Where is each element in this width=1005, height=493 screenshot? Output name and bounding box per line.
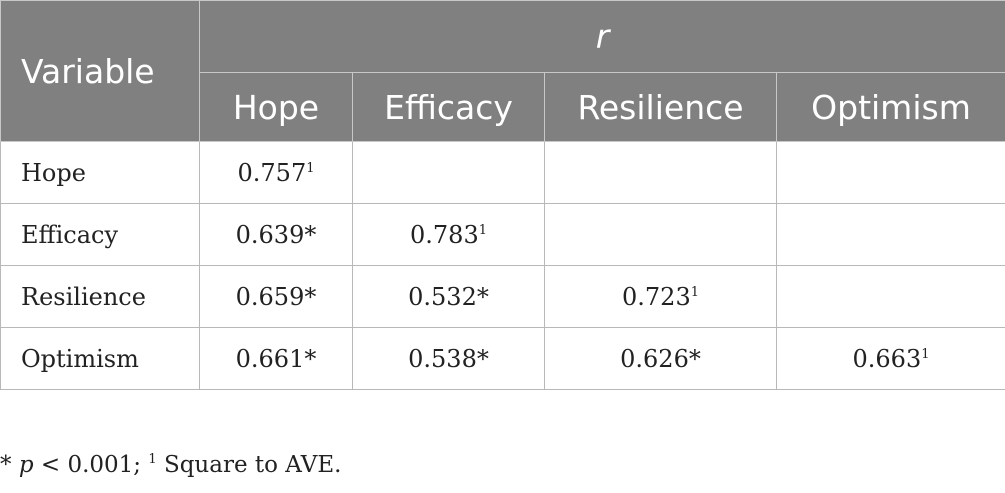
table-row: Hope 0.7571: [0, 141, 1005, 204]
table-cell: [544, 203, 777, 266]
column-header-hope: Hope: [199, 72, 353, 142]
footnote-threshold: < 0.001;: [33, 452, 149, 478]
superscript-mark: 1: [690, 284, 699, 300]
table-footnote: * p < 0.001; 1 Square to AVE.: [0, 452, 341, 478]
row-label: Hope: [0, 141, 200, 204]
table-cell: 0.659*: [199, 265, 353, 328]
r-column-group-header: r: [198, 0, 1005, 73]
table-body: Hope 0.7571 Efficacy 0.639* 0.7831 Resil…: [0, 141, 1005, 390]
superscript-mark: 1: [921, 346, 930, 362]
table-row: Efficacy 0.639* 0.7831: [0, 203, 1005, 266]
table-cell: [775, 203, 1005, 266]
table-row: Optimism 0.661* 0.538* 0.626* 0.6631: [0, 327, 1005, 390]
table-cell: 0.7831: [352, 203, 545, 266]
column-header-efficacy: Efficacy: [352, 72, 545, 142]
row-label: Resilience: [0, 265, 200, 328]
table-cell: [775, 141, 1005, 204]
footnote-p-symbol: p: [18, 452, 34, 478]
table-header: Variable r Hope Efficacy Resilience Opti…: [0, 0, 1005, 142]
table-cell: [544, 141, 777, 204]
superscript-mark: 1: [306, 160, 315, 176]
row-label: Efficacy: [0, 203, 200, 266]
footnote-mark: 1: [148, 452, 157, 467]
table-cell: 0.661*: [199, 327, 353, 390]
superscript-mark: 1: [478, 222, 487, 238]
table-cell: 0.7231: [544, 265, 777, 328]
footnote-star: *: [0, 452, 19, 478]
correlation-table: Variable r Hope Efficacy Resilience Opti…: [0, 0, 1005, 390]
table-cell: 0.6631: [775, 327, 1005, 390]
row-label: Optimism: [0, 327, 200, 390]
column-header-optimism: Optimism: [775, 72, 1005, 142]
table-cell: 0.626*: [544, 327, 777, 390]
table-cell: 0.639*: [199, 203, 353, 266]
table-cell: 0.538*: [352, 327, 545, 390]
variable-column-header: Variable: [0, 0, 200, 142]
table-cell: [775, 265, 1005, 328]
column-header-resilience: Resilience: [544, 72, 777, 142]
table-row: Resilience 0.659* 0.532* 0.7231: [0, 265, 1005, 328]
table-cell: 0.7571: [199, 141, 353, 204]
table-cell: [352, 141, 545, 204]
footnote-ave-text: Square to AVE.: [156, 452, 342, 478]
table-cell: 0.532*: [352, 265, 545, 328]
